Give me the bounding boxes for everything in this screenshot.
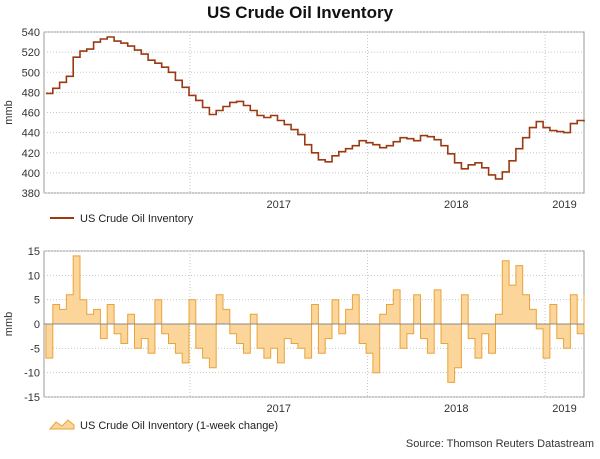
y-tick-label: -5 <box>30 343 40 355</box>
top-legend: US Crude Oil Inventory <box>50 213 194 225</box>
x-tick-label: 2017 <box>266 199 290 211</box>
y-tick-label: 15 <box>28 246 40 258</box>
y-tick-label: 460 <box>22 108 40 120</box>
weekly-change-area <box>45 255 585 383</box>
top-x-axis-ticks: 2017 2018 2019 <box>266 199 576 211</box>
bottom-x-axis-ticks: 2017 2018 2019 <box>266 403 576 415</box>
chart-title: US Crude Oil Inventory <box>206 3 394 22</box>
y-tick-label: 440 <box>22 128 40 140</box>
y-tick-label: 500 <box>22 67 40 79</box>
y-tick-label: 540 <box>22 27 40 39</box>
top-y-axis-ticks: 380 400 420 440 460 480 500 520 540 <box>22 27 40 200</box>
bottom-y-axis-title: mmb <box>3 312 15 336</box>
y-tick-label: 380 <box>22 188 40 200</box>
bottom-legend-label: US Crude Oil Inventory (1-week change) <box>80 420 278 432</box>
bottom-legend-swatch <box>48 419 75 430</box>
y-tick-label: -15 <box>24 392 40 404</box>
y-tick-label: 10 <box>28 270 40 282</box>
bottom-legend: US Crude Oil Inventory (1-week change) <box>48 419 278 432</box>
y-tick-label: 400 <box>22 168 40 180</box>
bottom-y-axis-ticks: -15 -10 -5 0 5 10 15 <box>24 246 40 404</box>
y-tick-label: -10 <box>24 368 40 380</box>
bottom-panel: -15 -10 -5 0 5 10 15 2017 2018 2019 mmb US Crude… <box>3 246 585 432</box>
inventory-line <box>45 36 585 180</box>
x-tick-label: 2019 <box>552 199 576 211</box>
top-legend-label: US Crude Oil Inventory <box>80 213 194 225</box>
y-tick-label: 480 <box>22 87 40 99</box>
x-tick-label: 2017 <box>266 403 290 415</box>
y-tick-label: 5 <box>34 295 40 307</box>
x-tick-label: 2019 <box>552 403 576 415</box>
top-y-axis-title: mmb <box>3 100 15 124</box>
y-tick-label: 0 <box>34 319 40 331</box>
y-tick-label: 520 <box>22 47 40 59</box>
top-panel: 380 400 420 440 460 480 500 520 540 2017 2018 2019… <box>3 27 585 225</box>
y-tick-label: 420 <box>22 148 40 160</box>
x-tick-label: 2018 <box>444 199 468 211</box>
source-note: Source: Thomson Reuters Datastream <box>405 438 594 450</box>
x-tick-label: 2018 <box>444 403 468 415</box>
